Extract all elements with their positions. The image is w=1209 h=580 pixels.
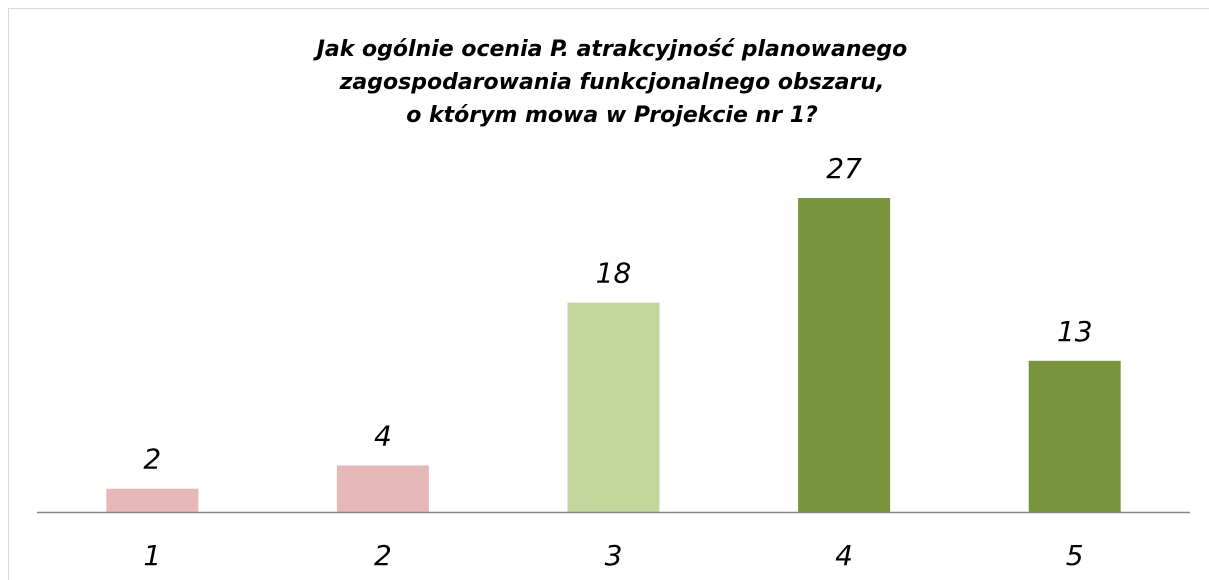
data-label: 2 <box>143 443 161 476</box>
x-tick-label: 2 <box>374 539 392 572</box>
bar <box>1028 360 1121 512</box>
data-label: 4 <box>374 419 392 452</box>
data-label: 13 <box>1057 315 1093 348</box>
chart-title: o którym mowa w Projekcie nr 1? <box>406 103 818 128</box>
chart-frame <box>8 8 1209 580</box>
x-tick-label: 4 <box>835 539 853 572</box>
x-tick-label: 5 <box>1066 539 1084 572</box>
bar <box>798 198 891 512</box>
chart-title: Jak ogólnie ocenia P. atrakcyjność plano… <box>313 37 908 62</box>
bar <box>336 465 429 512</box>
x-tick-label: 1 <box>143 539 161 572</box>
chart-title: zagospodarowania funkcjonalnego obszaru, <box>339 70 885 95</box>
data-label: 27 <box>826 152 862 185</box>
bar <box>106 488 199 512</box>
bar <box>567 302 660 512</box>
data-label: 18 <box>596 257 632 290</box>
x-tick-label: 3 <box>605 539 623 572</box>
